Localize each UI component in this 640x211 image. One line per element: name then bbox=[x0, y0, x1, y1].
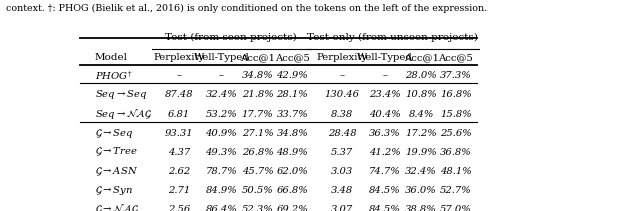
Text: $\mathcal{G} \rightarrow \mathit{ASN}$: $\mathcal{G} \rightarrow \mathit{ASN}$ bbox=[95, 165, 138, 178]
Text: $\mathcal{G} \rightarrow \mathcal{NAG}$: $\mathcal{G} \rightarrow \mathcal{NAG}$ bbox=[95, 203, 139, 211]
Text: 66.8%: 66.8% bbox=[276, 186, 308, 195]
Text: Acc@1: Acc@1 bbox=[240, 53, 275, 62]
Text: $\mathit{Seq} \rightarrow \mathit{Seq}$: $\mathit{Seq} \rightarrow \mathit{Seq}$ bbox=[95, 88, 147, 101]
Text: Well-Typed: Well-Typed bbox=[193, 53, 249, 62]
Text: $\mathcal{G} \rightarrow \mathit{Tree}$: $\mathcal{G} \rightarrow \mathit{Tree}$ bbox=[95, 146, 138, 158]
Text: context. †: PHOG (Bielik et al., 2016) is only conditioned on the tokens on the : context. †: PHOG (Bielik et al., 2016) i… bbox=[6, 4, 488, 13]
Text: 3.03: 3.03 bbox=[331, 167, 353, 176]
Text: 33.7%: 33.7% bbox=[276, 110, 308, 119]
Text: –: – bbox=[177, 71, 182, 80]
Text: 28.0%: 28.0% bbox=[405, 71, 437, 80]
Text: 17.7%: 17.7% bbox=[242, 110, 273, 119]
Text: 8.38: 8.38 bbox=[331, 110, 353, 119]
Text: 2.71: 2.71 bbox=[168, 186, 190, 195]
Text: 48.1%: 48.1% bbox=[440, 167, 472, 176]
Text: 2.56: 2.56 bbox=[168, 205, 190, 211]
Text: 69.2%: 69.2% bbox=[276, 205, 308, 211]
Text: 52.3%: 52.3% bbox=[242, 205, 273, 211]
Text: 78.7%: 78.7% bbox=[205, 167, 237, 176]
Text: 16.8%: 16.8% bbox=[440, 90, 472, 99]
Text: –: – bbox=[339, 71, 344, 80]
Text: 17.2%: 17.2% bbox=[405, 129, 437, 138]
Text: 57.0%: 57.0% bbox=[440, 205, 472, 211]
Text: 36.0%: 36.0% bbox=[405, 186, 437, 195]
Text: 34.8%: 34.8% bbox=[242, 71, 273, 80]
Text: 84.9%: 84.9% bbox=[205, 186, 237, 195]
Text: Acc@5: Acc@5 bbox=[438, 53, 474, 62]
Text: 48.9%: 48.9% bbox=[276, 148, 308, 157]
Text: 130.46: 130.46 bbox=[324, 90, 360, 99]
Text: 87.48: 87.48 bbox=[165, 90, 193, 99]
Text: 32.4%: 32.4% bbox=[205, 90, 237, 99]
Text: –: – bbox=[219, 71, 224, 80]
Text: $\mathit{Seq} \rightarrow \mathcal{NAG}$: $\mathit{Seq} \rightarrow \mathcal{NAG}$ bbox=[95, 107, 152, 121]
Text: 15.8%: 15.8% bbox=[440, 110, 472, 119]
Text: Model: Model bbox=[95, 53, 128, 62]
Text: 25.6%: 25.6% bbox=[440, 129, 472, 138]
Text: 93.31: 93.31 bbox=[165, 129, 193, 138]
Text: 41.2%: 41.2% bbox=[369, 148, 401, 157]
Text: 36.8%: 36.8% bbox=[440, 148, 472, 157]
Text: 50.5%: 50.5% bbox=[242, 186, 273, 195]
Text: 5.37: 5.37 bbox=[331, 148, 353, 157]
Text: 28.1%: 28.1% bbox=[276, 90, 308, 99]
Text: 84.5%: 84.5% bbox=[369, 205, 401, 211]
Text: 23.4%: 23.4% bbox=[369, 90, 401, 99]
Text: 6.81: 6.81 bbox=[168, 110, 190, 119]
Text: 62.0%: 62.0% bbox=[276, 167, 308, 176]
Text: 4.37: 4.37 bbox=[168, 148, 190, 157]
Text: 19.9%: 19.9% bbox=[405, 148, 437, 157]
Text: 3.48: 3.48 bbox=[331, 186, 353, 195]
Text: 26.8%: 26.8% bbox=[242, 148, 273, 157]
Text: Acc@1: Acc@1 bbox=[404, 53, 439, 62]
Text: 10.8%: 10.8% bbox=[405, 90, 437, 99]
Text: 45.7%: 45.7% bbox=[242, 167, 273, 176]
Text: 3.07: 3.07 bbox=[331, 205, 353, 211]
Text: 2.62: 2.62 bbox=[168, 167, 190, 176]
Text: 38.8%: 38.8% bbox=[405, 205, 437, 211]
Text: 28.48: 28.48 bbox=[328, 129, 356, 138]
Text: $\mathit{PHOG}^{\dagger}$: $\mathit{PHOG}^{\dagger}$ bbox=[95, 69, 132, 82]
Text: $\mathcal{G} \rightarrow \mathit{Syn}$: $\mathcal{G} \rightarrow \mathit{Syn}$ bbox=[95, 184, 133, 197]
Text: $\mathcal{G} \rightarrow \mathit{Seq}$: $\mathcal{G} \rightarrow \mathit{Seq}$ bbox=[95, 127, 134, 140]
Text: 52.7%: 52.7% bbox=[440, 186, 472, 195]
Text: 86.4%: 86.4% bbox=[205, 205, 237, 211]
Text: Perplexity: Perplexity bbox=[154, 53, 205, 62]
Text: Test (from seen projects): Test (from seen projects) bbox=[165, 32, 297, 42]
Text: 74.7%: 74.7% bbox=[369, 167, 401, 176]
Text: 8.4%: 8.4% bbox=[408, 110, 434, 119]
Text: 27.1%: 27.1% bbox=[242, 129, 273, 138]
Text: 53.2%: 53.2% bbox=[205, 110, 237, 119]
Text: Well-Typed: Well-Typed bbox=[357, 53, 413, 62]
Text: 40.4%: 40.4% bbox=[369, 110, 401, 119]
Text: Test-only (from unseen projects): Test-only (from unseen projects) bbox=[307, 32, 478, 42]
Text: 21.8%: 21.8% bbox=[242, 90, 273, 99]
Text: Acc@5: Acc@5 bbox=[275, 53, 310, 62]
Text: 84.5%: 84.5% bbox=[369, 186, 401, 195]
Text: 40.9%: 40.9% bbox=[205, 129, 237, 138]
Text: Perplexity: Perplexity bbox=[316, 53, 367, 62]
Text: 37.3%: 37.3% bbox=[440, 71, 472, 80]
Text: 42.9%: 42.9% bbox=[276, 71, 308, 80]
Text: 32.4%: 32.4% bbox=[405, 167, 437, 176]
Text: 34.8%: 34.8% bbox=[276, 129, 308, 138]
Text: 49.3%: 49.3% bbox=[205, 148, 237, 157]
Text: 36.3%: 36.3% bbox=[369, 129, 401, 138]
Text: –: – bbox=[383, 71, 388, 80]
